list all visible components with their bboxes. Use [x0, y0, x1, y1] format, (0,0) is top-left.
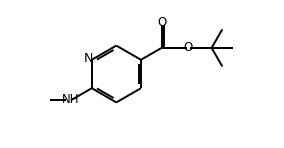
Text: NH: NH — [62, 93, 80, 106]
Text: O: O — [157, 16, 166, 29]
Text: N: N — [84, 52, 93, 65]
Text: O: O — [183, 41, 193, 54]
